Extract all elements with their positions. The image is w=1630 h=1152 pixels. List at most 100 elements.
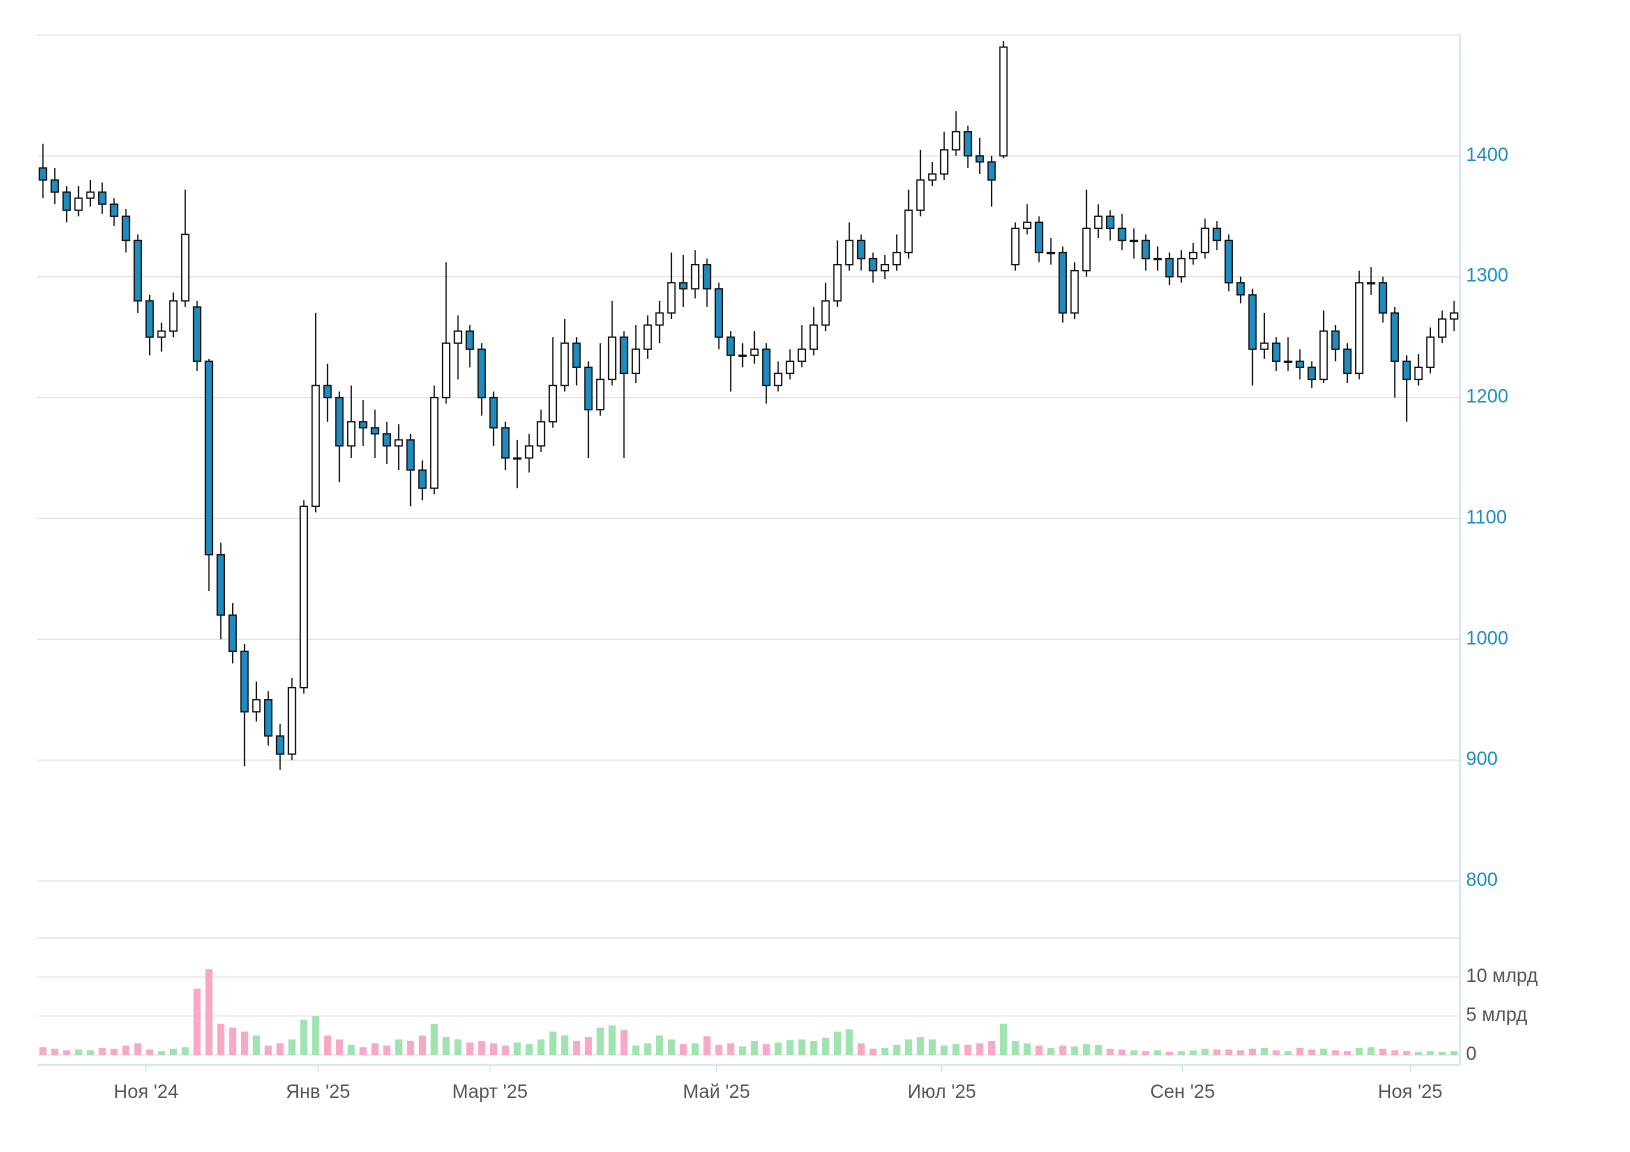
candle-body — [880, 263, 890, 272]
candle-body — [856, 239, 866, 260]
candle-body — [1271, 342, 1281, 362]
volume-bar — [335, 1039, 343, 1055]
volume-bar — [347, 1044, 355, 1055]
candle-body — [121, 215, 131, 242]
candle-body — [1236, 282, 1245, 296]
candle-body — [98, 191, 107, 205]
candle-body — [323, 384, 332, 399]
candle-body — [1224, 239, 1233, 284]
candle-body — [596, 378, 605, 411]
volume-bar — [74, 1049, 83, 1055]
volume-bar — [193, 988, 201, 1055]
x-tick-label: Май '25 — [683, 1082, 750, 1103]
volume-bar — [1272, 1050, 1280, 1055]
candle-body — [406, 439, 415, 471]
volume-bar — [383, 1045, 391, 1055]
candle-body — [773, 372, 783, 387]
volume-bar — [1248, 1048, 1257, 1055]
candle-body — [311, 384, 320, 507]
candle-body — [690, 263, 700, 290]
volume-bar — [916, 1037, 925, 1055]
volume-bar — [1343, 1051, 1351, 1055]
x-tick-label: Июл '25 — [907, 1082, 976, 1103]
volume-bar — [395, 1039, 403, 1055]
volume-bar — [442, 1037, 450, 1055]
candle-body — [1011, 227, 1020, 266]
volume-bar — [691, 1043, 699, 1055]
candle-body — [572, 342, 581, 369]
volume-bar — [122, 1045, 130, 1055]
candle-body — [358, 421, 368, 429]
y-tick-label: 1000 — [1466, 628, 1508, 649]
volume-bar — [608, 1025, 616, 1055]
candle-body — [1426, 336, 1435, 369]
candle-body — [1094, 215, 1103, 230]
candle-body — [631, 348, 641, 375]
candle-body — [489, 396, 498, 429]
volume-bar — [976, 1043, 984, 1055]
candle-body — [892, 251, 901, 266]
candle-body — [726, 336, 735, 356]
volume-bar — [857, 1043, 865, 1055]
y-tick-label: 0 — [1466, 1044, 1477, 1065]
candle-body — [548, 384, 558, 423]
volume-bar — [1035, 1045, 1043, 1055]
volume-bar — [501, 1045, 509, 1055]
candle-body — [441, 342, 451, 399]
candle-body — [74, 197, 83, 211]
candle-body — [1200, 227, 1210, 254]
volume-bar — [1165, 1051, 1174, 1055]
volume-bar — [478, 1040, 486, 1055]
volume-bar — [1094, 1044, 1102, 1055]
candle-body — [157, 330, 166, 338]
candle-body — [643, 324, 652, 350]
candle-body — [916, 179, 925, 211]
candle-body — [987, 161, 996, 181]
volume-bar — [810, 1040, 818, 1055]
volume-bar — [276, 1043, 284, 1055]
volume-bar — [323, 1035, 332, 1055]
volume-bar — [1201, 1048, 1209, 1055]
candle-body — [1034, 221, 1044, 254]
volume-bar — [572, 1040, 581, 1055]
candle-body — [1141, 239, 1150, 260]
volume-bar — [584, 1037, 592, 1055]
candle-body — [1070, 270, 1079, 314]
volume-bar — [1023, 1043, 1031, 1055]
candle-body — [145, 300, 154, 338]
candle-body — [1117, 227, 1127, 242]
candle-body — [1283, 360, 1293, 363]
candle-body — [1046, 251, 1056, 255]
volume-bar — [822, 1037, 830, 1055]
volume-bar — [703, 1036, 711, 1055]
volume-bar — [940, 1045, 948, 1055]
candle-body — [382, 433, 392, 447]
candle-body — [347, 421, 356, 447]
volume-bar — [750, 1040, 758, 1055]
candle-body — [762, 348, 771, 387]
volume-bar — [786, 1040, 794, 1055]
volume-bar — [525, 1044, 533, 1055]
volume-bar — [1142, 1051, 1150, 1055]
candle-body — [1438, 318, 1447, 338]
volume-bar — [1367, 1047, 1375, 1055]
candle-body — [702, 263, 712, 290]
volume-bar — [1403, 1051, 1411, 1055]
volume-bar — [157, 1051, 166, 1055]
y-tick-label: 1200 — [1466, 387, 1508, 408]
candle-body — [833, 263, 842, 302]
volume-bar — [798, 1039, 806, 1055]
volume-bar — [169, 1048, 177, 1055]
volume-bar — [905, 1039, 913, 1055]
candle-body — [513, 457, 522, 460]
volume-bar — [833, 1031, 841, 1055]
candle-body — [524, 445, 534, 459]
volume-bar — [537, 1039, 545, 1055]
volume-bar — [1177, 1051, 1185, 1055]
candle-body — [939, 149, 949, 175]
candle-body — [275, 735, 285, 755]
candle-body — [714, 288, 724, 338]
candle-body — [904, 209, 913, 254]
volume-bar — [1189, 1050, 1197, 1055]
y-tick-label: 1300 — [1466, 266, 1508, 287]
